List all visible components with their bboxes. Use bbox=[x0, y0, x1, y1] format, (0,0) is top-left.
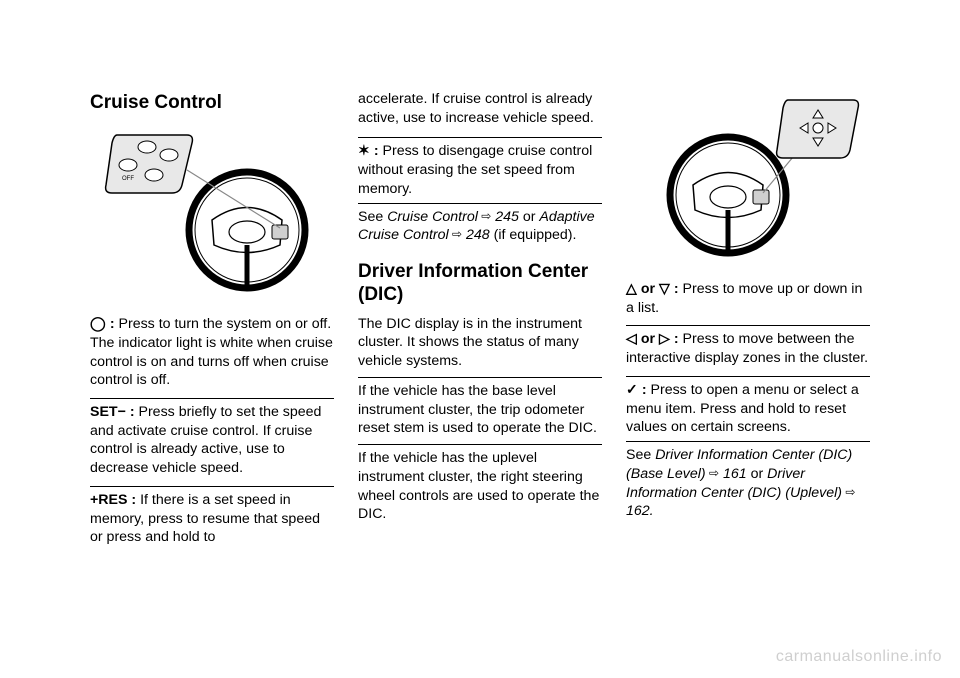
column-2: accelerate. If cruise control is already… bbox=[358, 90, 602, 590]
manual-page: Cruise Control bbox=[0, 0, 960, 678]
dic-title: Driver Information Center (DIC) bbox=[358, 261, 602, 307]
up-icon: △ bbox=[626, 281, 637, 297]
link-icon: ⇨ bbox=[449, 227, 462, 241]
entry-check: ✓ : Press to open a menu or select a men… bbox=[626, 376, 870, 437]
dic-p3: If the vehicle has the uplevel instrumen… bbox=[358, 444, 602, 524]
steering-wheel-svg-1: OFF bbox=[90, 125, 334, 295]
entry-leftright: ◁ or ▷ : Press to move between the inter… bbox=[626, 325, 870, 367]
column-1: Cruise Control bbox=[90, 90, 334, 590]
check-icon: ✓ bbox=[626, 382, 638, 398]
entry-power: ◯ : Press to turn the system on or off. … bbox=[90, 311, 334, 390]
entry-res: +RES : If there is a set speed in memory… bbox=[90, 486, 334, 547]
dic-p2: If the vehicle has the base level instru… bbox=[358, 377, 602, 438]
entry-updown: △ or ▽ : Press to move up or down in a l… bbox=[626, 276, 870, 317]
watermark: carmanualsonline.info bbox=[776, 648, 942, 666]
steering-wheel-figure-1: OFF bbox=[90, 125, 334, 295]
column-container: Cruise Control bbox=[90, 90, 870, 590]
steering-wheel-figure-2 bbox=[626, 90, 870, 260]
dic-p1: The DIC display is in the instrument clu… bbox=[358, 315, 602, 371]
entry-cancel: ✶ : Press to disengage cruise control wi… bbox=[358, 137, 602, 198]
cancel-icon: ✶ bbox=[358, 143, 370, 159]
down-icon: ▽ bbox=[659, 281, 670, 297]
column-3: △ or ▽ : Press to move up or down in a l… bbox=[626, 90, 870, 590]
svg-text:OFF: OFF bbox=[122, 176, 134, 182]
link-icon: ⇨ bbox=[706, 466, 719, 480]
link-icon: ⇨ bbox=[478, 209, 491, 223]
right-icon: ▷ bbox=[659, 331, 670, 347]
see-cruise-control: See Cruise Control ⇨ 245 or Adaptive Cru… bbox=[358, 203, 602, 245]
left-icon: ◁ bbox=[626, 331, 637, 347]
steering-wheel-svg-2 bbox=[626, 90, 870, 260]
link-icon: ⇨ bbox=[842, 485, 855, 499]
see-dic: See Driver Information Center (DIC) (Bas… bbox=[626, 441, 870, 521]
res-continuation: accelerate. If cruise control is already… bbox=[358, 90, 602, 127]
power-icon: ◯ bbox=[90, 316, 106, 332]
entry-set: SET− : Press briefly to set the speed an… bbox=[90, 398, 334, 478]
cruise-control-title: Cruise Control bbox=[90, 90, 334, 115]
